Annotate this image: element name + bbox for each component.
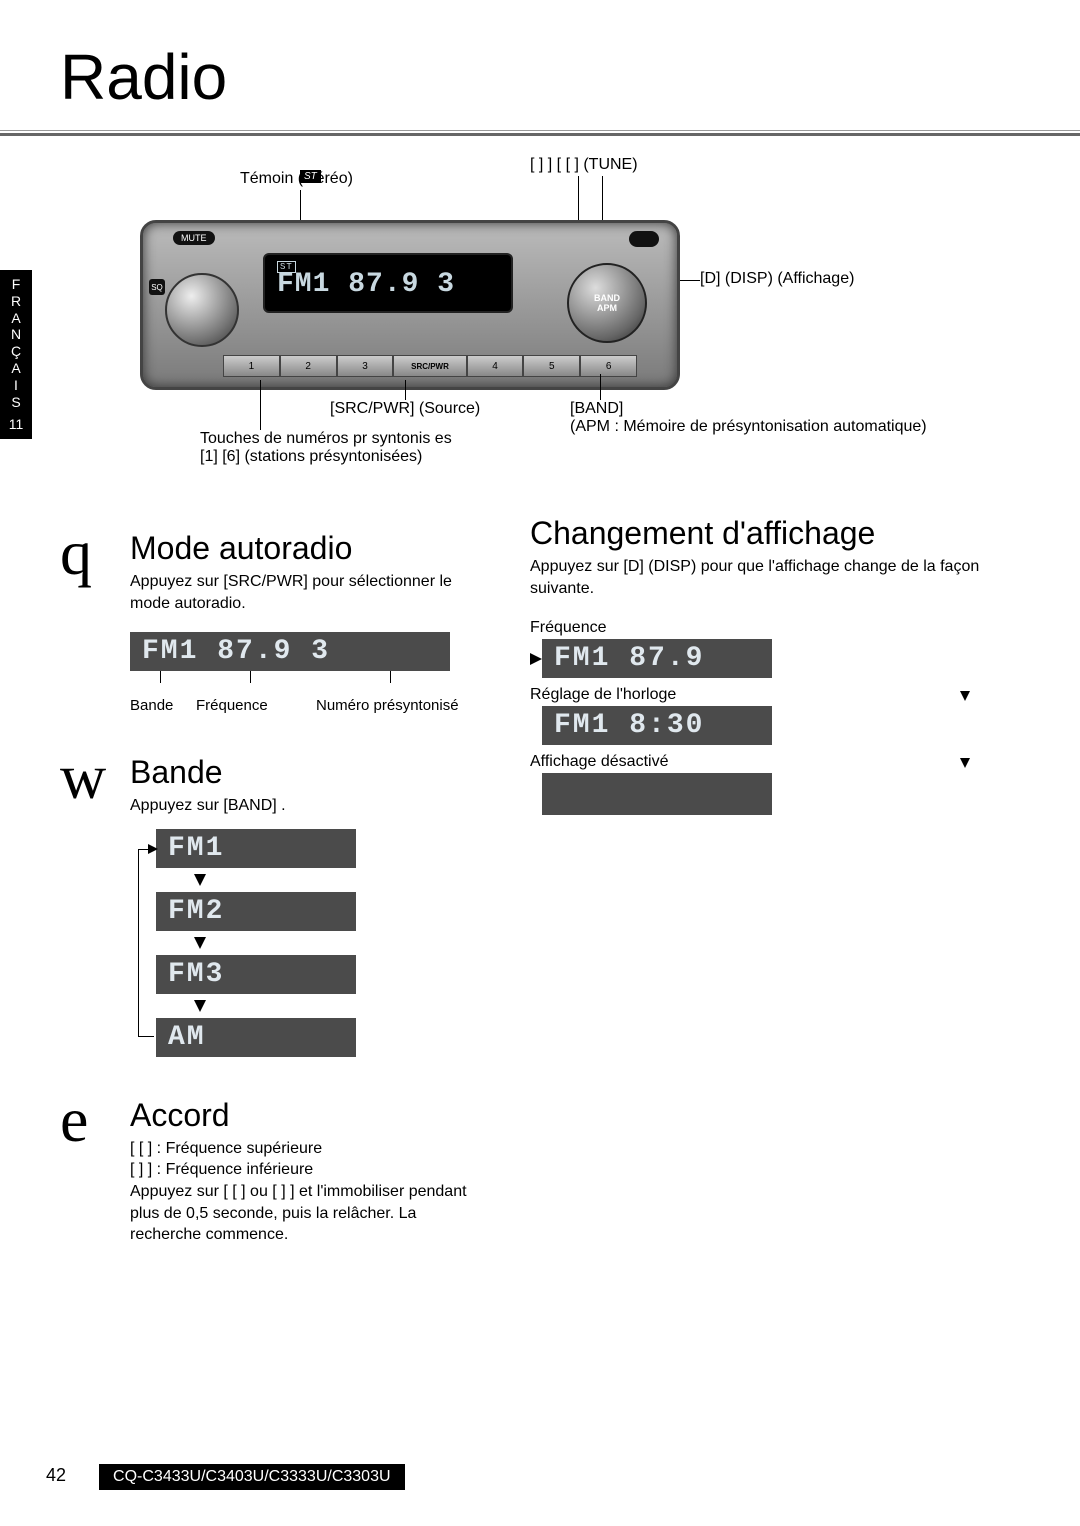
step-e-title: Accord <box>130 1097 490 1134</box>
step-w-text: Appuyez sur [BAND] . <box>130 795 490 817</box>
label-numero: Numéro présyntonisé <box>316 697 459 714</box>
nav-pad-label: BAND APM <box>594 293 620 313</box>
step-letter-q: q <box>60 516 92 590</box>
title-rule <box>0 130 1080 136</box>
lcd-ticks <box>130 671 490 685</box>
step-q-title: Mode autoradio <box>130 530 490 567</box>
lcd-mode-display: FM1 87.9 3 <box>130 632 450 671</box>
sq-button[interactable]: SQ <box>149 279 165 295</box>
down-arrow-icon <box>194 1000 206 1012</box>
step-e-line2: [ ] ] : Fréquence inférieure <box>130 1159 490 1181</box>
preset-button-row: 1 2 3 SRC/PWR 4 5 6 <box>223 355 637 377</box>
line <box>600 374 601 400</box>
car-stereo-device: MUTE SQ ST FM1 87.9 3 BAND APM 1 2 3 SRC… <box>140 220 680 390</box>
page-title: Radio <box>60 40 227 114</box>
src-pwr-button[interactable]: SRC/PWR <box>393 355 466 377</box>
step-letter-e: e <box>60 1083 88 1157</box>
left-column: q Mode autoradio Appuyez sur [SRC/PWR] p… <box>60 530 490 1282</box>
down-arrow-icon <box>960 758 970 768</box>
seq-lcd-freq: FM1 87.9 <box>542 639 772 678</box>
language-tab: F R A N Ç A I S 11 <box>0 270 32 439</box>
callout-band-text: [BAND] <box>570 400 927 418</box>
eject-button[interactable] <box>629 231 659 247</box>
page-number: 42 <box>46 1465 66 1485</box>
display-sequence: Fréquence FM1 87.9 Réglage de l'horloge … <box>530 619 1000 815</box>
preset-button-1[interactable]: 1 <box>223 355 280 377</box>
label-bande: Bande <box>130 697 196 714</box>
seq-label-freq: Fréquence <box>530 619 1000 637</box>
callout-apm-text: (APM : Mémoire de présyntonisation autom… <box>570 418 927 436</box>
loop-line <box>138 849 154 1037</box>
step-w: w Bande Appuyez sur [BAND] . FM1 FM2 FM3… <box>60 754 490 1057</box>
callout-preset-line2: [1] [6] (stations présyntonisées) <box>200 448 452 466</box>
preset-button-6[interactable]: 6 <box>580 355 637 377</box>
mute-button[interactable]: MUTE <box>173 231 215 245</box>
preset-button-4[interactable]: 4 <box>467 355 524 377</box>
step-letter-w: w <box>60 740 106 814</box>
right-arrow-icon <box>530 653 542 665</box>
preset-button-5[interactable]: 5 <box>523 355 580 377</box>
lcd-labels: Bande Fréquence Numéro présyntonisé <box>130 697 490 714</box>
right-text: Appuyez sur [D] (DISP) pour que l'affich… <box>530 556 1000 599</box>
page-footer: 42 CQ-C3433U/C3403U/C3333U/C3303U <box>46 1464 405 1490</box>
step-q: q Mode autoradio Appuyez sur [SRC/PWR] p… <box>60 530 490 714</box>
lcd-screen: ST FM1 87.9 3 <box>263 253 513 313</box>
st-icon: ST <box>300 170 321 183</box>
down-arrow-icon <box>194 874 206 886</box>
volume-knob[interactable] <box>165 273 239 347</box>
nav-pad[interactable]: BAND APM <box>567 263 647 343</box>
preset-button-2[interactable]: 2 <box>280 355 337 377</box>
model-bar: CQ-C3433U/C3403U/C3333U/C3303U <box>99 1464 404 1490</box>
band-fm1: FM1 <box>156 829 356 868</box>
step-w-title: Bande <box>130 754 490 791</box>
step-q-text: Appuyez sur [SRC/PWR] pour sélectionner … <box>130 571 490 614</box>
seq-label-off: Affichage désactivé <box>530 753 960 771</box>
step-e: e Accord [ [ ] : Fréquence supérieure [ … <box>60 1097 490 1246</box>
line <box>260 380 261 430</box>
language-tab-number: 11 <box>0 416 32 433</box>
right-title: Changement d'affichage <box>530 515 1000 552</box>
line <box>405 380 406 400</box>
callout-band: [BAND] (APM : Mémoire de présyntonisatio… <box>570 400 927 436</box>
down-arrow-icon <box>960 691 970 701</box>
callout-tune: [ ] ] [ [ ] (TUNE) <box>530 156 638 174</box>
callout-stereo-text: Témoin (stéréo) <box>240 170 353 187</box>
step-e-line3: Appuyez sur [ [ ] ou [ ] ] et l'immobili… <box>130 1181 490 1246</box>
step-e-line1: [ [ ] : Fréquence supérieure <box>130 1138 490 1160</box>
label-frequence: Fréquence <box>196 697 316 714</box>
band-fm3: FM3 <box>156 955 356 994</box>
callout-src: [SRC/PWR] (Source) <box>330 400 480 418</box>
seq-lcd-clock: FM1 8:30 <box>542 706 772 745</box>
callout-preset: Touches de numéros pr syntonis es [1] [6… <box>200 430 452 466</box>
callout-stereo: Témoin (stéréo) ST <box>240 170 353 188</box>
seq-lcd-off <box>542 773 772 815</box>
preset-button-3[interactable]: 3 <box>337 355 394 377</box>
band-am: AM <box>156 1018 356 1057</box>
band-flow: FM1 FM2 FM3 AM <box>130 829 330 1057</box>
right-column: Changement d'affichage Appuyez sur [D] (… <box>530 515 1000 815</box>
language-tab-text: F R A N Ç A I S <box>0 276 32 410</box>
band-fm2: FM2 <box>156 892 356 931</box>
callout-preset-line1: Touches de numéros pr syntonis es <box>200 430 452 448</box>
down-arrow-icon <box>194 937 206 949</box>
device-figure: Témoin (stéréo) ST [ ] ] [ [ ] (TUNE) [D… <box>100 170 950 490</box>
lcd-main-text: FM1 87.9 3 <box>277 269 455 300</box>
seq-label-clock: Réglage de l'horloge <box>530 686 960 704</box>
callout-disp: [D] (DISP) (Affichage) <box>700 270 854 288</box>
